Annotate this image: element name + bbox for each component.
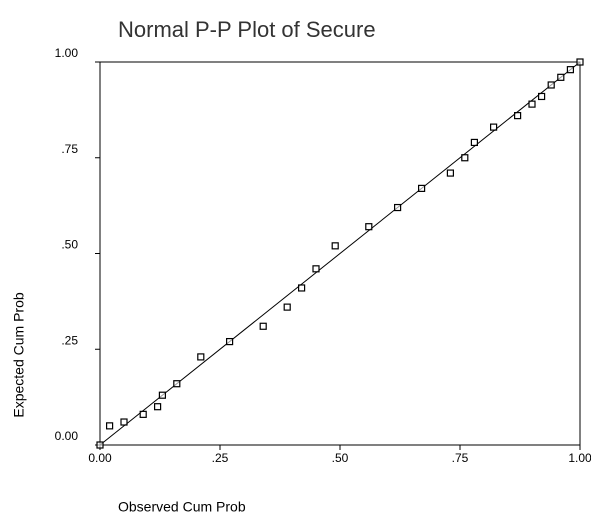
point (566, 66, 575, 74)
point (547, 81, 555, 89)
point (120, 418, 128, 426)
point (331, 242, 339, 250)
point (557, 73, 565, 81)
point (365, 223, 373, 231)
point (105, 422, 114, 430)
reference-line (99, 61, 581, 446)
point (158, 391, 166, 399)
point (513, 112, 522, 120)
point (173, 380, 181, 388)
x-tick-label: 0.00 (88, 451, 112, 465)
point (154, 403, 162, 411)
point (537, 92, 546, 101)
y-axis-title: Expected Cum Prob (11, 292, 27, 417)
point (197, 353, 205, 361)
x-axis-title: Observed Cum Prob (118, 499, 246, 515)
point (139, 410, 147, 418)
x-tick-label: 1.00 (568, 451, 591, 465)
chart-title: Normal P-P Plot of Secure (118, 17, 376, 42)
x-tick-label: .25 (212, 451, 229, 465)
point (298, 284, 306, 292)
point (528, 100, 536, 108)
point (283, 303, 291, 311)
point (259, 322, 267, 330)
point (470, 138, 478, 147)
y-tick-label: .50 (61, 238, 78, 252)
point (576, 58, 584, 66)
point (490, 123, 498, 131)
x-tick-label: .50 (332, 451, 349, 465)
y-tick-label: .75 (61, 142, 78, 156)
point (418, 184, 426, 192)
y-tick-label: 0.00 (55, 429, 79, 443)
point (461, 154, 469, 162)
point (446, 169, 454, 177)
x-tick-label: .75 (452, 451, 469, 465)
y-tick-label: 1.00 (55, 46, 79, 60)
y-tick-label: .25 (61, 333, 78, 347)
point (96, 441, 104, 449)
point (394, 203, 402, 212)
point (312, 265, 320, 273)
point (226, 337, 234, 346)
